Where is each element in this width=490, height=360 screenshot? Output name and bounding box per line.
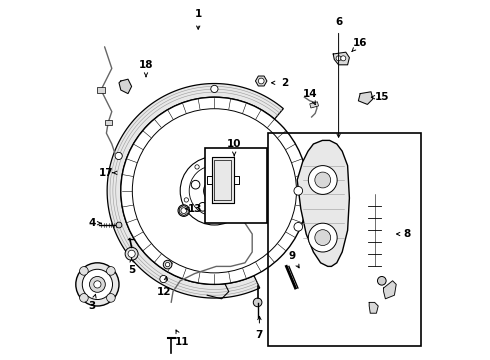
Text: 17: 17	[99, 168, 114, 178]
Text: 16: 16	[353, 38, 368, 48]
Circle shape	[336, 56, 341, 61]
Circle shape	[211, 85, 218, 93]
Polygon shape	[212, 157, 234, 203]
Circle shape	[308, 223, 337, 252]
Polygon shape	[333, 52, 349, 65]
Bar	[269, 133, 421, 346]
Circle shape	[221, 202, 230, 211]
Polygon shape	[119, 79, 132, 94]
Text: 18: 18	[139, 60, 153, 70]
Circle shape	[184, 198, 189, 202]
Circle shape	[308, 166, 337, 194]
Circle shape	[377, 276, 386, 285]
Circle shape	[160, 275, 167, 283]
Text: 2: 2	[281, 78, 288, 88]
Text: 14: 14	[302, 89, 317, 99]
Circle shape	[163, 260, 172, 269]
Circle shape	[106, 293, 115, 302]
Circle shape	[212, 218, 217, 222]
Circle shape	[94, 281, 101, 288]
Circle shape	[166, 262, 170, 267]
Circle shape	[294, 186, 303, 195]
Circle shape	[181, 208, 187, 213]
Circle shape	[210, 167, 219, 175]
Text: 11: 11	[175, 337, 189, 347]
Circle shape	[253, 298, 262, 307]
Circle shape	[121, 97, 308, 284]
Circle shape	[115, 152, 122, 159]
Circle shape	[90, 276, 105, 292]
Circle shape	[79, 293, 88, 302]
Circle shape	[189, 166, 240, 216]
Circle shape	[315, 172, 331, 188]
Text: 12: 12	[157, 287, 171, 297]
Circle shape	[229, 180, 238, 189]
Circle shape	[195, 165, 199, 169]
Polygon shape	[384, 281, 396, 299]
Circle shape	[79, 267, 88, 275]
Bar	[310, 102, 318, 108]
Circle shape	[180, 157, 248, 225]
Polygon shape	[369, 302, 378, 313]
Circle shape	[230, 165, 234, 169]
Circle shape	[315, 230, 331, 246]
Circle shape	[106, 267, 115, 275]
Polygon shape	[297, 140, 349, 266]
Text: 6: 6	[335, 17, 342, 27]
Circle shape	[82, 269, 113, 300]
Circle shape	[294, 222, 303, 231]
Text: 13: 13	[187, 204, 202, 214]
Bar	[104, 120, 112, 125]
Circle shape	[132, 109, 296, 273]
Polygon shape	[107, 84, 283, 298]
Circle shape	[128, 250, 135, 257]
Circle shape	[240, 198, 245, 202]
Circle shape	[178, 205, 190, 216]
Text: 3: 3	[88, 301, 96, 311]
Bar	[205, 148, 267, 223]
Bar	[98, 87, 104, 93]
Text: 8: 8	[403, 229, 411, 239]
Text: 15: 15	[374, 92, 389, 102]
Circle shape	[204, 180, 225, 202]
Text: 10: 10	[227, 139, 242, 149]
Circle shape	[76, 263, 119, 306]
Circle shape	[198, 202, 207, 211]
Text: 5: 5	[128, 265, 135, 275]
Text: 7: 7	[256, 330, 263, 340]
Text: 9: 9	[288, 251, 295, 261]
Text: 1: 1	[195, 9, 202, 19]
Circle shape	[116, 222, 122, 228]
Text: 4: 4	[88, 218, 96, 228]
Polygon shape	[255, 76, 267, 86]
Circle shape	[258, 78, 264, 84]
Circle shape	[191, 180, 200, 189]
Polygon shape	[358, 92, 373, 104]
Circle shape	[341, 56, 346, 61]
Circle shape	[125, 247, 138, 260]
